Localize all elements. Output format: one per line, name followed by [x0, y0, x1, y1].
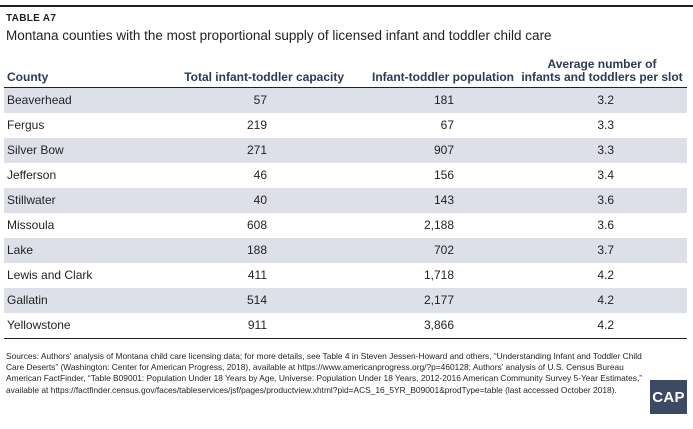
cell-county: Yellowstone [7, 318, 71, 332]
data-table: County Total infant-toddler capacity Inf… [4, 56, 687, 338]
cell-average: 3.4 [597, 168, 614, 182]
cell-population: 143 [433, 193, 454, 207]
cell-average: 4.2 [597, 268, 614, 282]
cell-capacity: 608 [246, 218, 267, 232]
cell-average: 3.3 [597, 118, 614, 132]
column-header-average-line-1: Average number of [547, 57, 657, 71]
cap-logo: CAP [650, 380, 687, 414]
cell-average: 3.6 [597, 218, 614, 232]
table-row: Stillwater 40 143 3.6 [4, 188, 687, 213]
table-title: Montana counties with the most proportio… [6, 28, 552, 43]
cell-average: 3.6 [597, 193, 614, 207]
cell-county: Fergus [7, 118, 45, 132]
cell-county: Silver Bow [7, 143, 64, 157]
cell-county: Lewis and Clark [7, 268, 93, 282]
cell-capacity: 57 [253, 93, 267, 107]
cell-capacity: 411 [247, 268, 267, 282]
cell-capacity: 219 [246, 118, 267, 132]
table-header: County Total infant-toddler capacity Inf… [4, 56, 687, 88]
table-row: Jefferson 46 156 3.4 [4, 163, 687, 188]
cell-capacity: 911 [247, 318, 267, 332]
cell-population: 181 [433, 93, 454, 107]
table-row: Silver Bow 271 907 3.3 [4, 138, 687, 163]
column-header-average-line-2: infants and toddlers per slot [521, 70, 683, 84]
table-row: Lake 188 702 3.7 [4, 238, 687, 263]
cell-population: 156 [433, 168, 454, 182]
cell-population: 2,188 [423, 218, 454, 232]
cell-county: Gallatin [7, 293, 48, 307]
cell-average: 4.2 [597, 293, 614, 307]
cell-average: 3.7 [597, 243, 614, 257]
table-row: Lewis and Clark 411 1,718 4.2 [4, 263, 687, 288]
table-row: Fergus 219 67 3.3 [4, 113, 687, 138]
table-row: Yellowstone 911 3,866 4.2 [4, 313, 687, 338]
cell-average: 3.3 [597, 143, 614, 157]
table-row: Missoula 608 2,188 3.6 [4, 213, 687, 238]
column-header-average: Average number of infants and toddlers p… [520, 58, 684, 84]
table-label: TABLE A7 [6, 13, 57, 24]
cell-county: Lake [7, 243, 34, 257]
cell-average: 4.2 [597, 318, 614, 332]
cell-county: Stillwater [7, 193, 56, 207]
cell-population: 3,866 [423, 318, 454, 332]
cell-population: 2,177 [423, 293, 454, 307]
column-header-capacity: Total infant-toddler capacity [184, 70, 344, 84]
cell-capacity: 188 [246, 243, 267, 257]
top-rule [0, 5, 693, 7]
cell-capacity: 46 [253, 168, 267, 182]
cell-population: 907 [433, 143, 454, 157]
cell-population: 67 [440, 118, 454, 132]
bottom-rule [4, 338, 687, 339]
cell-capacity: 271 [246, 143, 267, 157]
column-header-population: Infant-toddler population [372, 70, 514, 84]
sources-note: Sources: Authors’ analysis of Montana ch… [6, 351, 643, 395]
cell-county: Jefferson [7, 168, 57, 182]
table-row: Beaverhead 57 181 3.2 [4, 88, 687, 113]
cell-county: Beaverhead [7, 93, 72, 107]
cell-population: 702 [433, 243, 454, 257]
cell-capacity: 40 [253, 193, 267, 207]
cell-population: 1,718 [423, 268, 454, 282]
table-row: Gallatin 514 2,177 4.2 [4, 288, 687, 313]
column-header-county: County [7, 70, 49, 84]
cell-capacity: 514 [246, 293, 267, 307]
cell-average: 3.2 [597, 93, 614, 107]
cell-county: Missoula [7, 218, 55, 232]
